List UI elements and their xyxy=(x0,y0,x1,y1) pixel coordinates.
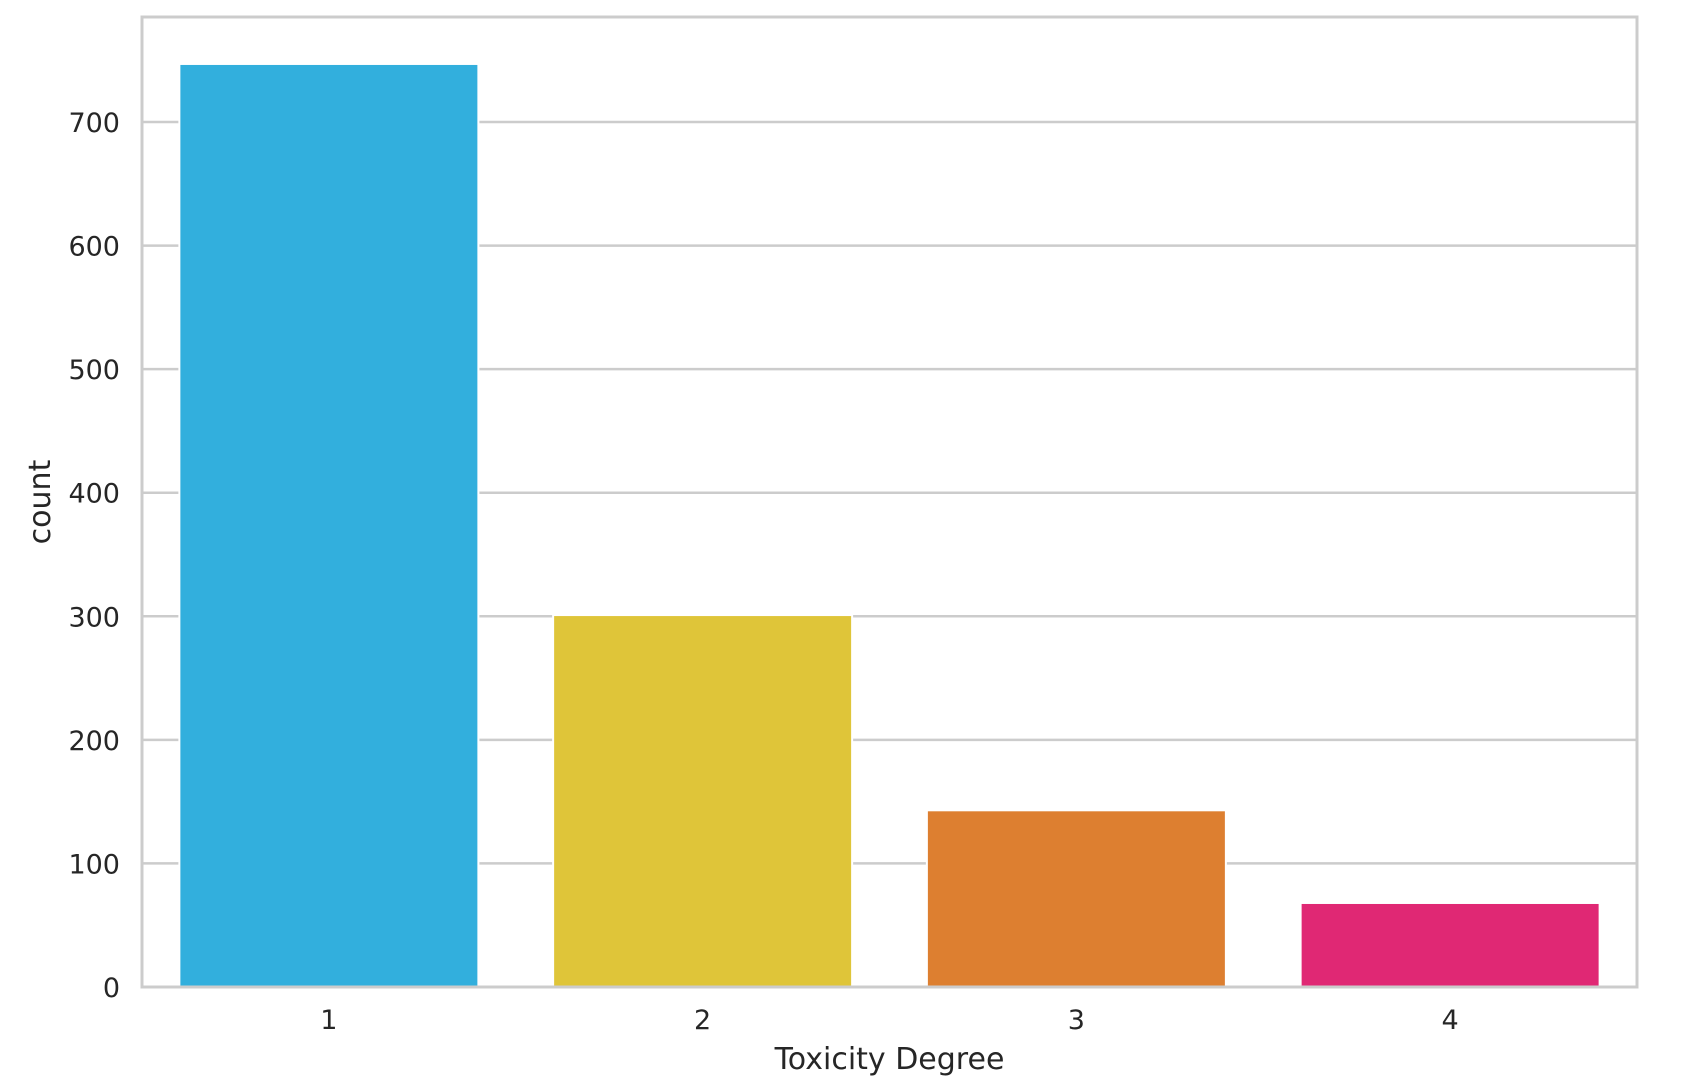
x-tick-label: 3 xyxy=(1068,1005,1085,1036)
x-tick-labels: 1 2 3 4 xyxy=(320,1005,1458,1036)
bar-2 xyxy=(552,614,854,989)
x-tick-label: 4 xyxy=(1442,1005,1459,1036)
y-tick-label: 400 xyxy=(68,479,120,510)
bars xyxy=(178,62,1601,989)
bar-1 xyxy=(178,62,480,988)
y-tick-label: 300 xyxy=(68,602,120,633)
bar-4 xyxy=(1299,901,1601,989)
x-axis-label: Toxicity Degree xyxy=(774,1042,1005,1077)
y-tick-label: 700 xyxy=(68,108,120,139)
y-tick-label: 600 xyxy=(68,232,120,263)
y-tick-label: 200 xyxy=(68,726,120,757)
y-tick-labels: 0 100 200 300 400 500 600 700 xyxy=(68,108,120,1004)
x-tick-label: 2 xyxy=(694,1005,711,1036)
plot-frame xyxy=(140,15,1639,989)
x-tick-label: 1 xyxy=(320,1005,337,1036)
y-tick-label: 500 xyxy=(68,355,120,386)
y-axis-label: count xyxy=(23,459,58,544)
y-tick-label: 0 xyxy=(103,973,120,1004)
y-tick-label: 100 xyxy=(68,849,120,880)
bar-3 xyxy=(925,809,1227,989)
